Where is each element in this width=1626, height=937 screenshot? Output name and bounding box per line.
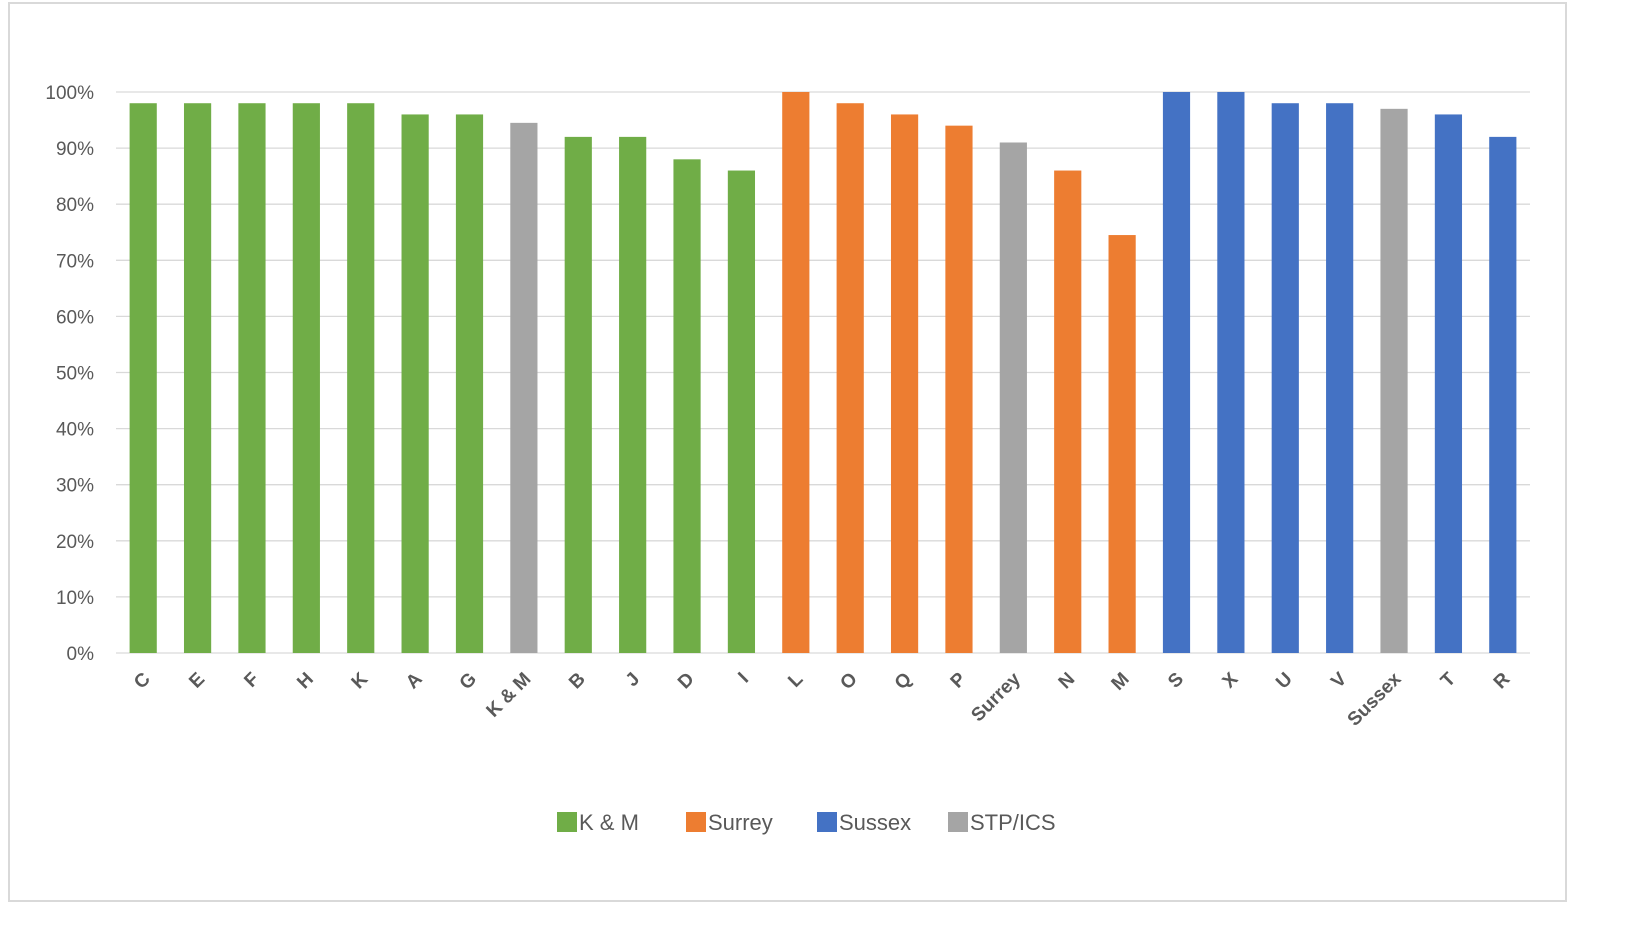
x-tick-label: Sussex [1344, 668, 1406, 730]
x-tick-label: Q [891, 669, 916, 694]
bar [673, 159, 701, 653]
x-tick-label: O [836, 669, 861, 694]
y-axis: 0% 10% 20% 30% 40% 50% 60% 70% 80% 90% 100% [45, 83, 94, 665]
x-tick-label: T [1437, 668, 1460, 691]
y-tick-label: 0% [67, 644, 95, 665]
bar [1054, 170, 1082, 654]
bar [619, 136, 647, 653]
bar [782, 92, 810, 653]
x-tick-label: D [674, 669, 699, 694]
x-tick-label: S [1164, 669, 1188, 693]
x-tick-label: A [402, 668, 427, 693]
x-tick-label: V [1327, 668, 1351, 692]
bar [347, 103, 375, 654]
bar [1108, 235, 1136, 653]
x-tick-label: L [784, 668, 807, 691]
x-tick-label: E [185, 669, 209, 693]
y-tick-label: 60% [56, 307, 94, 328]
x-tick-label: K [348, 668, 373, 693]
bar [1271, 103, 1299, 654]
bar [401, 114, 429, 653]
legend-swatch [817, 812, 837, 832]
x-tick-label: C [130, 668, 155, 693]
x-tick-label: P [947, 668, 971, 692]
bar [1217, 92, 1245, 653]
y-tick-label: 10% [56, 588, 94, 609]
y-tick-label: 70% [56, 251, 94, 272]
bar [129, 103, 157, 654]
x-tick-label: H [293, 669, 318, 694]
bar [564, 136, 592, 653]
y-tick-label: 50% [56, 364, 94, 385]
bar [1489, 136, 1517, 653]
y-tick-label: 40% [56, 420, 94, 441]
bar [455, 114, 484, 653]
gridlines [116, 91, 1530, 654]
bars [129, 92, 1517, 654]
bar [1326, 103, 1354, 654]
legend-swatch [557, 812, 577, 832]
bar [1162, 92, 1191, 653]
bar [183, 103, 212, 654]
x-tick-label: R [1490, 668, 1515, 693]
bar [1380, 108, 1408, 653]
legend-swatch [948, 812, 968, 832]
x-tick-label: U [1272, 669, 1297, 694]
y-tick-label: 30% [56, 476, 94, 497]
bar [727, 170, 756, 654]
y-tick-label: 100% [45, 83, 94, 104]
bar [890, 114, 919, 653]
legend-label: Sussex [839, 810, 911, 835]
x-tick-label: F [240, 669, 263, 692]
bar [238, 103, 266, 654]
x-tick-label: B [565, 669, 590, 694]
x-tick-label: I [734, 669, 753, 688]
bar [1434, 114, 1463, 653]
x-tick-label: G [456, 669, 481, 694]
x-tick-label: J [622, 669, 644, 691]
bar [945, 125, 973, 653]
y-tick-label: 90% [56, 139, 94, 160]
y-tick-label: 80% [56, 195, 94, 216]
bar [510, 122, 538, 654]
legend-label: STP/ICS [970, 810, 1056, 835]
bar [999, 142, 1027, 654]
legend-swatch [686, 812, 706, 832]
x-tick-label: M [1108, 669, 1134, 695]
legend-label: K & M [579, 810, 639, 835]
bar [836, 103, 864, 654]
bar [292, 103, 320, 654]
legend: K & M Surrey Sussex STP/ICS [557, 810, 1056, 835]
x-tick-label: K & M [483, 669, 536, 722]
x-tick-label: Surrey [967, 668, 1025, 726]
y-tick-label: 20% [56, 532, 94, 553]
legend-label: Surrey [708, 810, 773, 835]
x-tick-label: X [1219, 668, 1243, 692]
x-tick-label: N [1055, 669, 1080, 694]
